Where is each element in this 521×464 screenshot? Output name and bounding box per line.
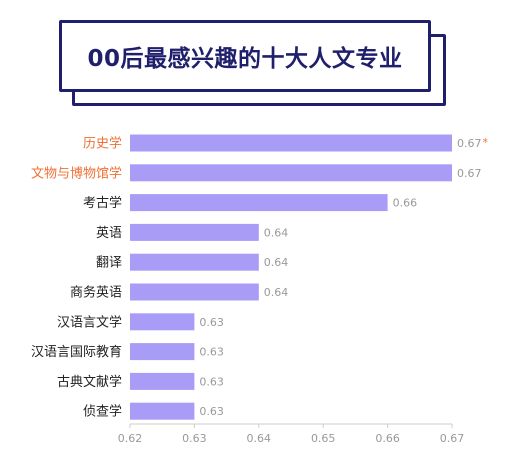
bar bbox=[130, 134, 452, 152]
bar bbox=[130, 402, 195, 420]
value-label: 0.63 bbox=[199, 405, 224, 418]
category-label: 考古学 bbox=[83, 195, 122, 211]
title-frame: 00后最感兴趣的十大人文专业 bbox=[59, 20, 431, 92]
x-tick-label: 0.63 bbox=[182, 432, 207, 445]
category-label: 文物与博物馆学 bbox=[31, 165, 122, 181]
bar bbox=[130, 313, 195, 331]
bar bbox=[130, 343, 195, 361]
x-tick-label: 0.65 bbox=[311, 432, 336, 445]
category-label: 汉语言文学 bbox=[57, 314, 122, 330]
category-label: 历史学 bbox=[83, 136, 122, 152]
value-label: 0.66 bbox=[393, 197, 418, 210]
category-label: 翻译 bbox=[96, 256, 122, 271]
bar bbox=[130, 194, 388, 212]
x-tick-label: 0.67 bbox=[440, 432, 465, 445]
value-label: 0.64 bbox=[264, 256, 289, 269]
bar bbox=[130, 223, 259, 241]
bar bbox=[130, 283, 259, 301]
value-label: 0.67 bbox=[457, 137, 482, 150]
annotation-asterisk: * bbox=[483, 136, 489, 149]
bar bbox=[130, 372, 195, 390]
value-label: 0.63 bbox=[199, 346, 224, 359]
category-label: 商务英语 bbox=[70, 285, 122, 301]
x-tick-label: 0.64 bbox=[247, 432, 272, 445]
category-label: 古典文献学 bbox=[57, 374, 122, 390]
x-tick-label: 0.62 bbox=[118, 432, 143, 445]
value-label: 0.67 bbox=[457, 167, 482, 180]
value-label: 0.63 bbox=[199, 375, 224, 388]
x-tick-label: 0.66 bbox=[375, 432, 400, 445]
bar bbox=[130, 253, 259, 271]
value-label: 0.63 bbox=[199, 316, 224, 329]
bar bbox=[130, 164, 452, 182]
chart-title: 00后最感兴趣的十大人文专业 bbox=[87, 46, 403, 72]
category-label: 英语 bbox=[96, 226, 122, 241]
category-label: 汉语言国际教育 bbox=[31, 344, 122, 360]
value-label: 0.64 bbox=[264, 286, 289, 299]
category-label: 侦查学 bbox=[83, 404, 122, 420]
value-label: 0.64 bbox=[264, 226, 289, 239]
